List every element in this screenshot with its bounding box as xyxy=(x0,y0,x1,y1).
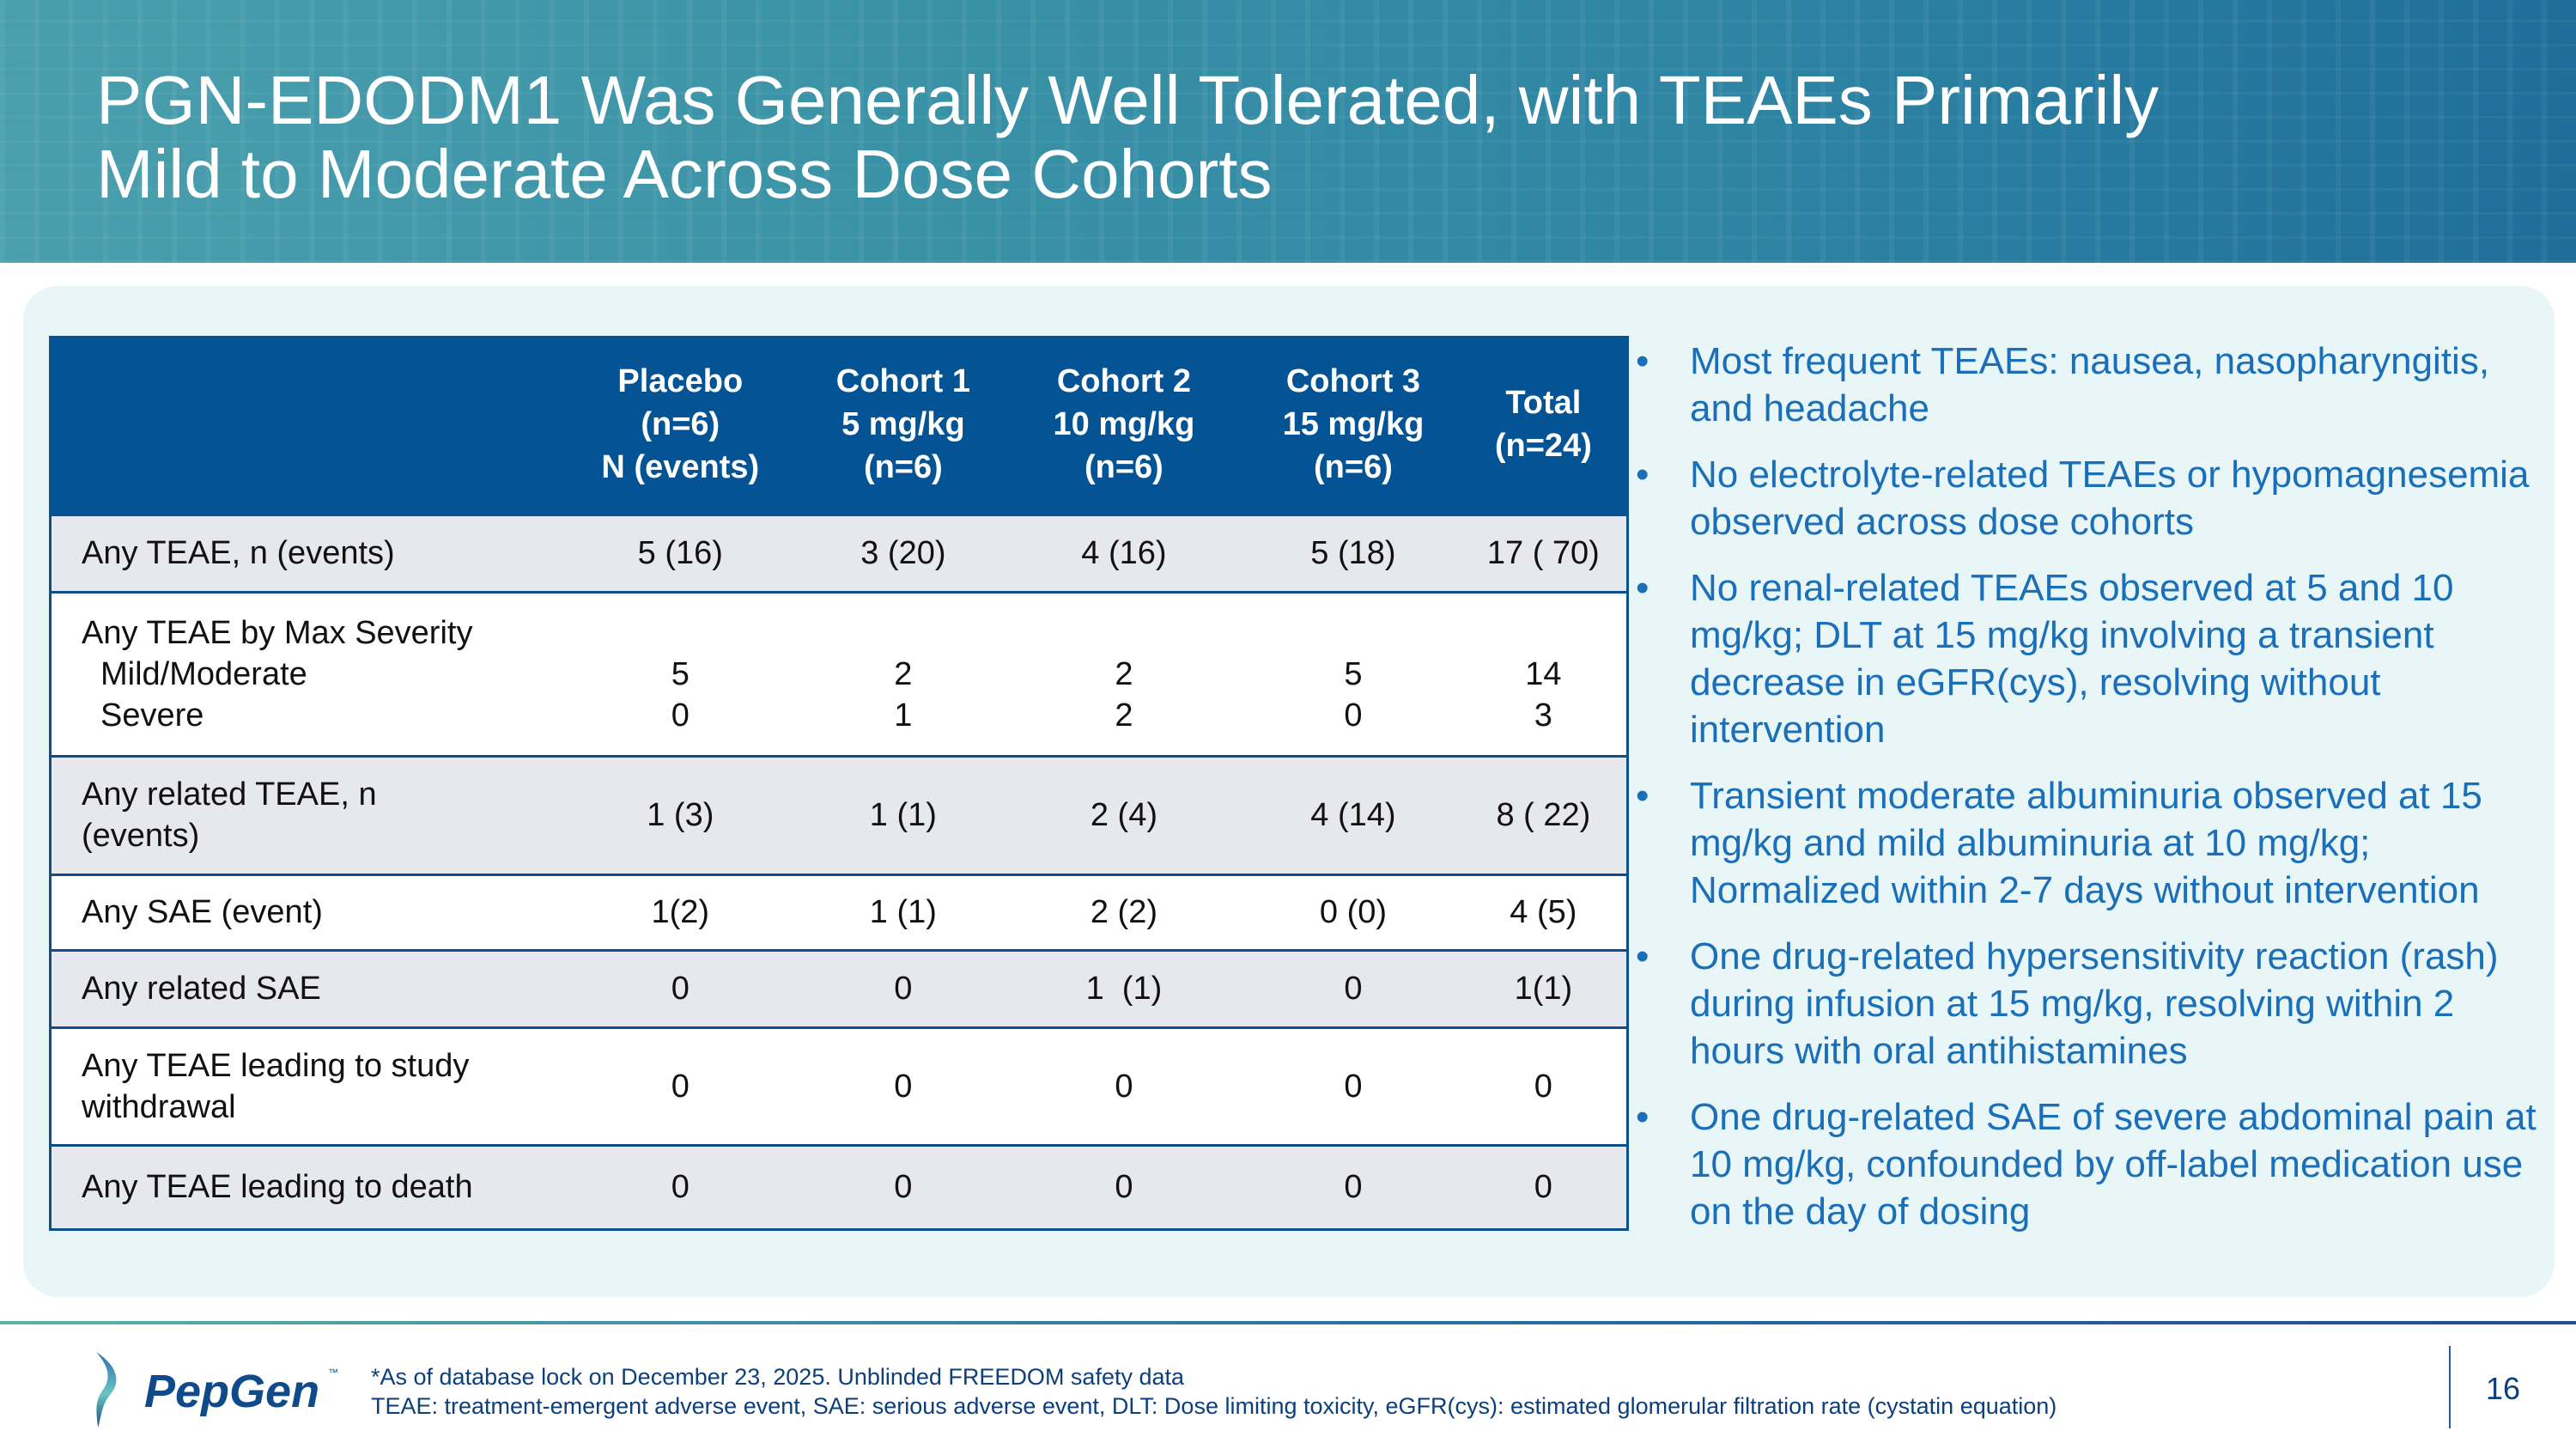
cell: 0 xyxy=(556,1143,805,1231)
table-row: Any TEAE leading to death 0 0 0 0 0 xyxy=(50,1143,1628,1231)
row-label: Any TEAE leading to death xyxy=(50,1143,556,1231)
bullet-icon: • xyxy=(1636,340,1649,382)
svg-text:PepGen: PepGen xyxy=(144,1366,319,1417)
header-empty xyxy=(50,336,556,514)
bullet-item: • One drug-related hypersensitivity react… xyxy=(1636,933,2546,1075)
bullet-item: • One drug-related SAE of severe abdomina… xyxy=(1636,1093,2546,1235)
cell: 4 (5) xyxy=(1460,873,1628,952)
cell: 0 xyxy=(805,1143,1002,1231)
header-cohort-3: Cohort 3 15 mg/kg (n=6) xyxy=(1246,336,1461,514)
cell: 4 (16) xyxy=(1001,513,1247,594)
cell: 0 xyxy=(1246,1026,1461,1147)
table-row: Any related TEAE, n (events) 1 (3) 1 (1)… xyxy=(50,754,1628,876)
cell: 0 xyxy=(1001,1143,1247,1231)
header-placebo: Placebo (n=6) N (events) xyxy=(556,336,805,514)
pepgen-logo: PepGen ™ xyxy=(93,1350,342,1434)
cell: 0 xyxy=(1001,1026,1247,1147)
cell: 2 (4) xyxy=(1001,754,1247,876)
header-total: Total (n=24) xyxy=(1460,336,1628,514)
row-label: Any TEAE leading to study withdrawal xyxy=(50,1026,556,1147)
table-row: Any TEAE by Max Severity Mild/Moderate Sev… xyxy=(50,590,1628,758)
cell: 14 3 xyxy=(1460,590,1628,758)
footnotes: *As of database lock on December 23, 202… xyxy=(371,1362,2057,1421)
title-line-1: PGN-EDODM1 Was Generally Well Tolerated,… xyxy=(96,62,2160,138)
cell: 2 (2) xyxy=(1001,873,1247,952)
bullet-icon: • xyxy=(1636,567,1649,609)
table-row: Any TEAE leading to study withdrawal 0 0… xyxy=(50,1026,1628,1147)
svg-text:™: ™ xyxy=(328,1367,338,1379)
row-label: Any related TEAE, n (events) xyxy=(50,754,556,876)
cell: 0 xyxy=(1460,1143,1628,1231)
cell: 17 ( 70) xyxy=(1460,513,1628,594)
cell: 0 (0) xyxy=(1246,873,1461,952)
cell: 1(2) xyxy=(556,873,805,952)
cell: 4 (14) xyxy=(1246,754,1461,876)
bullet-icon: • xyxy=(1636,454,1649,496)
cell: 1 (3) xyxy=(556,754,805,876)
row-label: Any SAE (event) xyxy=(50,873,556,952)
cell: 5 (18) xyxy=(1246,513,1461,594)
row-label: Any related SAE xyxy=(50,948,556,1029)
banner-pattern xyxy=(0,0,2576,263)
bullet-icon: • xyxy=(1636,935,1649,977)
bullet-item: • Transient moderate albuminuria observed… xyxy=(1636,772,2546,914)
cell: 1 (1) xyxy=(805,754,1002,876)
table-row: Any TEAE, n (events) 5 (16) 3 (20) 4 (16… xyxy=(50,513,1628,594)
cell: 5 (16) xyxy=(556,513,805,594)
cell: 0 xyxy=(1246,948,1461,1029)
bullet-item: • No renal-related TEAEs observed at 5 an… xyxy=(1636,564,2546,753)
title-line-2: Mild to Moderate Across Dose Cohorts xyxy=(96,136,1273,212)
cell: 1 (1) xyxy=(1001,948,1247,1029)
bullet-icon: • xyxy=(1636,1096,1649,1138)
cell: 0 xyxy=(805,948,1002,1029)
cell: 1 (1) xyxy=(805,873,1002,952)
cell: 0 xyxy=(1460,1026,1628,1147)
row-label: Any TEAE, n (events) xyxy=(50,513,556,594)
header-cohort-2: Cohort 2 10 mg/kg (n=6) xyxy=(1001,336,1247,514)
slide-title: PGN-EDODM1 Was Generally Well Tolerated,… xyxy=(96,64,2159,211)
cell: 0 xyxy=(556,948,805,1029)
title-banner: PGN-EDODM1 Was Generally Well Tolerated,… xyxy=(0,0,2576,263)
page-number-divider xyxy=(2449,1346,2451,1428)
page-number: 16 xyxy=(2486,1371,2521,1406)
footnote-abbreviations: TEAE: treatment-emergent adverse event, … xyxy=(371,1393,2057,1419)
key-findings-list: • Most frequent TEAEs: nausea, nasopharyn… xyxy=(1636,338,2546,1254)
bullet-item: • No electrolyte-related TEAEs or hypomag… xyxy=(1636,451,2546,545)
table-row: Any SAE (event) 1(2) 1 (1) 2 (2) 0 (0) 4… xyxy=(50,873,1628,952)
pepgen-logo-mark-icon: PepGen ™ xyxy=(96,1352,338,1428)
cell: 0 xyxy=(556,1026,805,1147)
bullet-item: • Most frequent TEAEs: nausea, nasopharyn… xyxy=(1636,338,2546,432)
cell: 8 ( 22) xyxy=(1460,754,1628,876)
cell: 3 (20) xyxy=(805,513,1002,594)
bullet-icon: • xyxy=(1636,775,1649,817)
table-row: Any related SAE 0 0 1 (1) 0 1(1) xyxy=(50,948,1628,1029)
cell: 0 xyxy=(1246,1143,1461,1231)
footer-divider xyxy=(0,1321,2576,1324)
cell: 0 xyxy=(805,1026,1002,1147)
row-label: Any TEAE by Max Severity Mild/Moderate Sev… xyxy=(50,590,556,758)
footnote-data-lock: *As of database lock on December 23, 202… xyxy=(371,1364,1185,1390)
cell: 1(1) xyxy=(1460,948,1628,1029)
